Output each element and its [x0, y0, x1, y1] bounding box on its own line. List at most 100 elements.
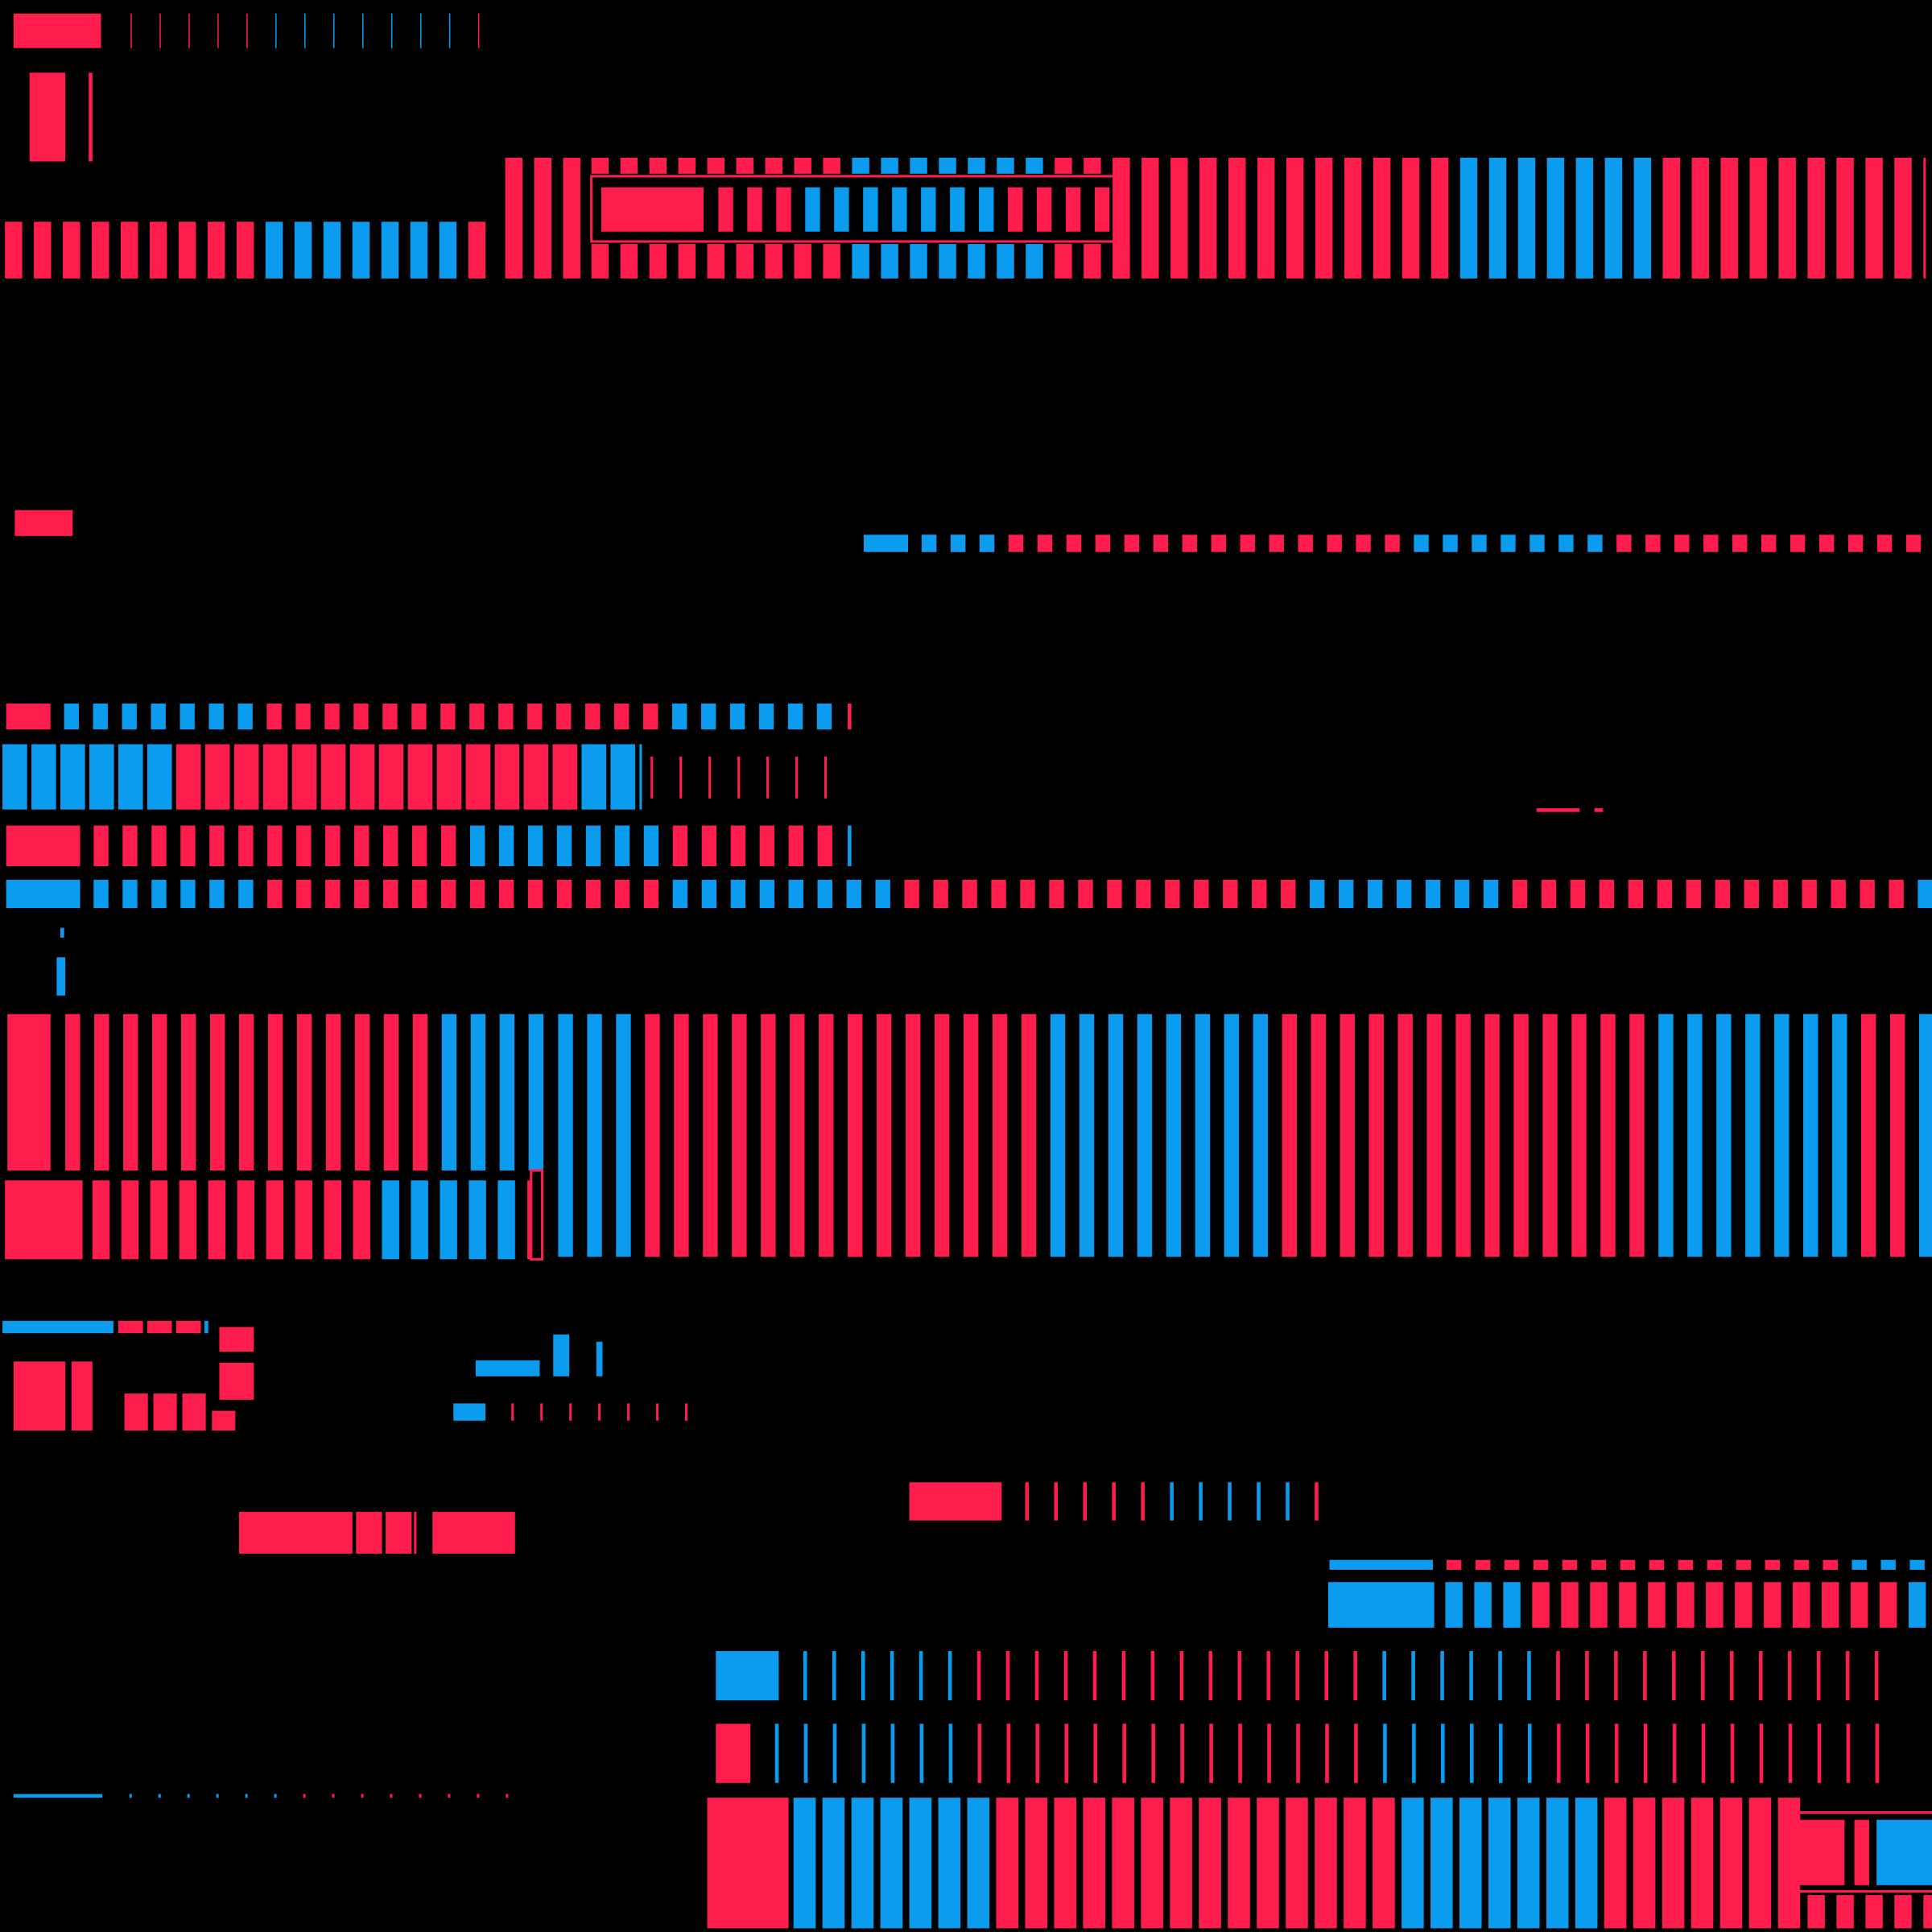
bar	[349, 744, 375, 810]
square	[1703, 535, 1719, 552]
tick	[1064, 1724, 1069, 1783]
tick	[1758, 1651, 1763, 1701]
bar	[152, 1013, 167, 1171]
bar	[499, 1013, 515, 1171]
tick	[1585, 1724, 1590, 1783]
bar	[1083, 1798, 1105, 1929]
tick	[832, 1724, 837, 1783]
bar	[1170, 1798, 1192, 1929]
bar	[1690, 1798, 1714, 1929]
bar	[1426, 1013, 1442, 1257]
bar	[1687, 1013, 1703, 1257]
tick	[1324, 1651, 1328, 1701]
bar	[207, 221, 225, 279]
square	[1587, 535, 1603, 552]
bar	[497, 1180, 515, 1260]
tick	[1354, 1724, 1358, 1783]
square	[794, 157, 811, 174]
square	[672, 879, 688, 909]
bar	[1488, 1798, 1511, 1929]
square	[1107, 879, 1122, 909]
square	[1446, 1559, 1462, 1570]
tick	[976, 1651, 981, 1701]
square	[295, 703, 311, 730]
square	[267, 879, 283, 909]
tick	[1063, 1651, 1068, 1701]
bar	[1195, 1013, 1211, 1257]
block	[2, 1320, 114, 1334]
bar	[1662, 1798, 1685, 1929]
square	[1823, 1559, 1838, 1570]
tick	[1672, 1651, 1676, 1701]
square	[765, 244, 782, 279]
bar	[353, 1180, 370, 1260]
tick	[130, 13, 132, 48]
square	[1475, 1559, 1491, 1570]
square	[787, 703, 803, 730]
tick	[1257, 1482, 1261, 1521]
bar	[701, 825, 717, 867]
square	[266, 703, 282, 730]
bar	[92, 1180, 110, 1260]
bar	[1141, 1798, 1163, 1929]
bar	[1112, 1798, 1134, 1929]
bar	[1677, 1582, 1695, 1628]
bar	[383, 1013, 399, 1171]
bar	[383, 825, 398, 867]
tick	[1121, 1651, 1126, 1701]
bar	[1807, 157, 1825, 279]
bar	[793, 1798, 816, 1929]
square	[382, 703, 398, 730]
square	[1530, 535, 1545, 552]
bar	[1836, 1895, 1854, 1929]
tick	[362, 13, 364, 48]
square	[736, 244, 753, 279]
square	[1356, 535, 1371, 552]
square	[1049, 879, 1064, 909]
square	[1562, 1559, 1578, 1570]
bar	[1764, 1582, 1781, 1628]
bar	[1720, 157, 1738, 279]
square	[794, 244, 811, 279]
tick	[217, 13, 219, 48]
dot	[274, 1794, 277, 1798]
block	[71, 1361, 93, 1431]
frame	[530, 1169, 543, 1261]
square	[852, 157, 869, 174]
square	[1095, 535, 1111, 552]
square	[440, 703, 456, 730]
square	[1802, 879, 1817, 909]
bar	[1373, 157, 1391, 279]
square	[875, 879, 890, 909]
block	[7, 1013, 51, 1171]
bar	[124, 1393, 148, 1431]
bar	[1865, 157, 1883, 279]
square	[1269, 535, 1284, 552]
square	[933, 879, 948, 909]
square	[1008, 535, 1024, 552]
block	[56, 957, 66, 996]
bar	[967, 1798, 990, 1929]
tick	[803, 1651, 807, 1701]
tick	[656, 1403, 659, 1421]
square	[962, 879, 977, 909]
tick	[1170, 1482, 1174, 1521]
tick	[1006, 1724, 1011, 1783]
square	[1084, 157, 1101, 174]
bar	[587, 1013, 602, 1257]
bar	[1793, 1582, 1810, 1628]
square	[93, 703, 108, 730]
bar	[1923, 1895, 1932, 1929]
bar	[92, 221, 109, 279]
bar	[1503, 1582, 1521, 1628]
bar	[1315, 1798, 1337, 1929]
tick	[1005, 1651, 1010, 1701]
tick	[1556, 1724, 1561, 1783]
bar	[296, 825, 312, 867]
square	[1026, 157, 1043, 174]
bar	[178, 221, 196, 279]
bar	[267, 825, 283, 867]
square	[1876, 535, 1893, 552]
square	[1472, 535, 1487, 552]
bar	[523, 744, 549, 810]
